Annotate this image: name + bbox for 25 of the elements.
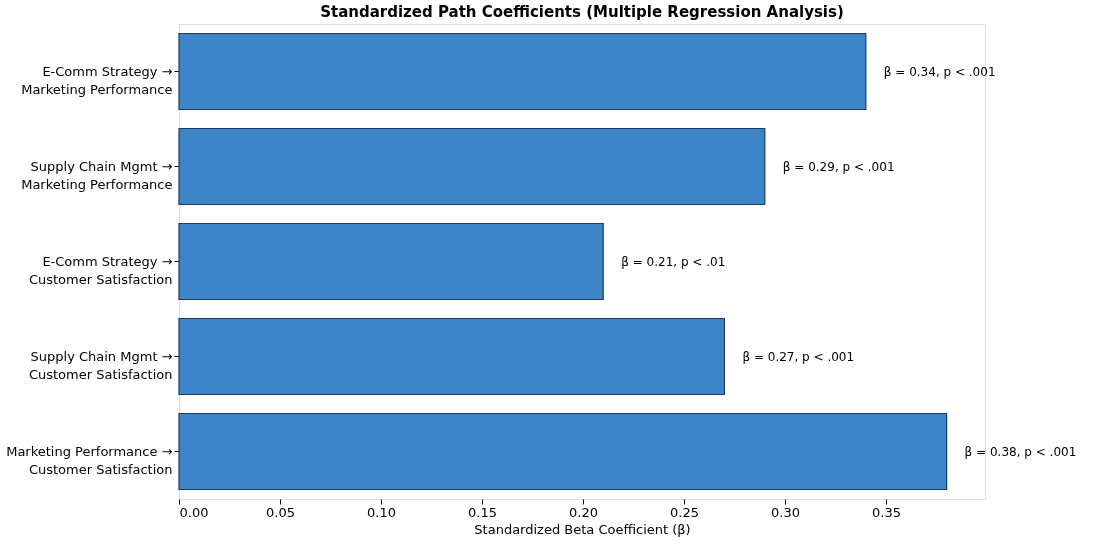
y-tick-label: Supply Chain Mgmt → Customer Satisfaction bbox=[28, 348, 173, 382]
y-tick-label: Marketing Performance → Customer Satisfaction bbox=[6, 443, 173, 477]
x-tick-label: 0.10 bbox=[367, 504, 396, 520]
data-label: β = 0.21, p < .01 bbox=[621, 254, 726, 269]
x-tick-label: 0.00 bbox=[179, 504, 209, 520]
data-label: β = 0.27, p < .001 bbox=[742, 349, 855, 364]
data-label: β = 0.34, p < .001 bbox=[883, 64, 996, 79]
bar bbox=[178, 412, 948, 491]
x-tick-label: 0.30 bbox=[771, 504, 800, 520]
bar bbox=[178, 317, 726, 396]
y-tick-label: E-Comm Strategy → Customer Satisfaction bbox=[28, 253, 173, 287]
data-label: β = 0.38, p < .001 bbox=[964, 444, 1077, 459]
bar bbox=[178, 127, 766, 206]
y-tick-label: Supply Chain Mgmt → Marketing Performance bbox=[21, 158, 173, 192]
x-tick-label: 0.25 bbox=[670, 504, 699, 520]
x-tick-label: 0.35 bbox=[872, 504, 901, 520]
x-axis-title: Standardized Beta Coefficient (β) bbox=[474, 521, 691, 537]
x-tick-label: 0.15 bbox=[468, 504, 497, 520]
x-tick-label: 0.05 bbox=[266, 504, 295, 520]
y-tick-label: E-Comm Strategy → Marketing Performance bbox=[21, 63, 173, 97]
bar bbox=[178, 32, 867, 111]
data-label: β = 0.29, p < .001 bbox=[782, 159, 895, 174]
bar bbox=[178, 222, 604, 301]
chart-title: Standardized Path Coefficients (Multiple Regression Analysis) bbox=[320, 3, 844, 21]
x-tick-label: 0.20 bbox=[569, 504, 598, 520]
